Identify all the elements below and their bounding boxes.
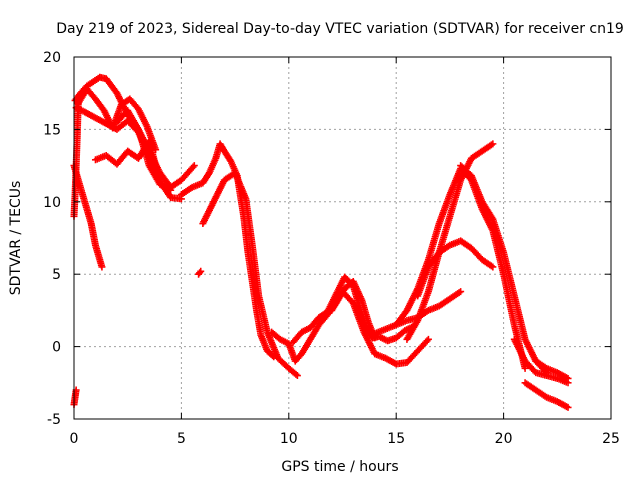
x-tick-label: 10 bbox=[280, 431, 298, 447]
x-tick-label: 5 bbox=[177, 431, 186, 447]
data-point bbox=[489, 140, 497, 148]
data-point bbox=[521, 364, 529, 372]
data-point bbox=[423, 337, 431, 345]
data-series bbox=[195, 267, 205, 278]
data-series bbox=[532, 357, 572, 382]
y-tick-label: 0 bbox=[52, 340, 61, 356]
data-point bbox=[564, 403, 572, 411]
data-point bbox=[292, 370, 300, 378]
data-series bbox=[74, 85, 160, 154]
data-point bbox=[190, 162, 198, 170]
data-point bbox=[167, 186, 175, 194]
y-axis-label: SDTVAR / TECUs bbox=[8, 181, 24, 296]
data-point bbox=[189, 163, 197, 171]
axis-ticks: 0 5 10 15 20 25 -5 0 5 10 15 20 bbox=[43, 50, 620, 447]
y-tick-label: 5 bbox=[52, 267, 61, 283]
data-series bbox=[70, 96, 82, 220]
data-point bbox=[293, 372, 301, 380]
data-point bbox=[424, 335, 432, 343]
data-point bbox=[98, 263, 106, 271]
data-series bbox=[403, 140, 497, 343]
data-series bbox=[199, 169, 301, 380]
x-tick-label: 0 bbox=[70, 431, 79, 447]
data-point bbox=[197, 267, 205, 275]
grid-lines bbox=[74, 57, 611, 419]
data-point bbox=[564, 374, 572, 382]
y-tick-label: 20 bbox=[43, 50, 61, 66]
chart-title: Day 219 of 2023, Sidereal Day-to-day VTE… bbox=[56, 21, 624, 37]
data-point bbox=[196, 269, 204, 277]
y-tick-label: 15 bbox=[43, 122, 61, 138]
data-series bbox=[328, 288, 432, 368]
y-tick-label: 10 bbox=[43, 195, 61, 211]
plot-frame bbox=[73, 56, 612, 420]
data-series bbox=[521, 379, 572, 411]
data-series bbox=[510, 335, 572, 387]
data-series bbox=[414, 237, 497, 300]
data-points bbox=[70, 73, 572, 411]
y-tick-label: -5 bbox=[47, 412, 61, 428]
data-series bbox=[371, 288, 465, 338]
data-point bbox=[457, 288, 465, 296]
x-axis-label: GPS time / hours bbox=[281, 459, 398, 475]
data-series bbox=[70, 386, 80, 409]
x-tick-label: 25 bbox=[602, 431, 620, 447]
data-series bbox=[113, 107, 175, 194]
data-series bbox=[457, 162, 551, 377]
x-tick-label: 15 bbox=[387, 431, 405, 447]
data-point bbox=[489, 263, 497, 271]
x-tick-label: 20 bbox=[495, 431, 513, 447]
